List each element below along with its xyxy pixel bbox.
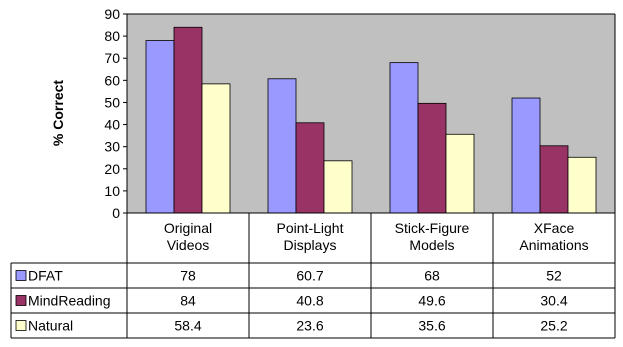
legend-key-dfat [15, 270, 27, 281]
table-value: 68 [424, 268, 440, 284]
bar-mindreading-3 [539, 145, 569, 214]
category-label: Displays [284, 237, 337, 253]
table-value: 52 [546, 268, 562, 284]
category-label: Point-Light [277, 220, 344, 236]
table-value: 40.8 [296, 293, 323, 309]
category-label: Models [409, 237, 454, 253]
y-tick-label: 20 [104, 161, 120, 177]
legend-key-natural [15, 320, 27, 331]
y-tick-label: 30 [104, 139, 120, 155]
table-value: 23.6 [296, 318, 323, 334]
table-value: 49.6 [418, 293, 445, 309]
legend-label-mindreading: MindReading [28, 293, 111, 309]
bar-dfat-1 [267, 78, 297, 214]
table-value: 84 [180, 293, 196, 309]
y-tick-label: 40 [104, 117, 120, 133]
legend-label-natural: Natural [28, 318, 73, 334]
y-tick-label: 70 [104, 50, 120, 66]
table-value: 78 [180, 268, 196, 284]
category-label: Videos [167, 237, 210, 253]
y-tick-label: 0 [112, 205, 120, 221]
legend-label-dfat: DFAT [28, 268, 63, 284]
bars-group [145, 26, 597, 214]
table-value: 25.2 [540, 318, 567, 334]
bar-mindreading-2 [417, 102, 447, 214]
y-tick-label: 50 [104, 94, 120, 110]
bar-natural-2 [445, 133, 475, 214]
y-axis-label: % Correct [50, 80, 66, 146]
y-tick-label: 80 [104, 28, 120, 44]
category-label: XFace [534, 220, 575, 236]
category-label: Animations [519, 237, 588, 253]
bar-natural-0 [201, 83, 231, 214]
table-value: 60.7 [296, 268, 323, 284]
bar-dfat-0 [145, 40, 175, 214]
y-axis: 0 10 20 30 40 50 60 70 80 90 [104, 6, 128, 221]
table-value: 35.6 [418, 318, 445, 334]
category-label: Stick-Figure [395, 220, 470, 236]
table-value: 58.4 [174, 318, 201, 334]
legend-key-mindreading [15, 295, 27, 306]
bar-natural-3 [567, 156, 597, 214]
y-tick-label: 60 [104, 72, 120, 88]
category-label: Original [164, 220, 212, 236]
bar-natural-1 [323, 160, 353, 214]
bar-mindreading-0 [173, 26, 203, 214]
table-value: 30.4 [540, 293, 567, 309]
y-tick-label: 10 [104, 183, 120, 199]
bar-dfat-2 [389, 62, 419, 214]
bar-mindreading-1 [295, 122, 325, 214]
y-tick-label: 90 [104, 6, 120, 22]
bar-dfat-3 [511, 97, 541, 214]
